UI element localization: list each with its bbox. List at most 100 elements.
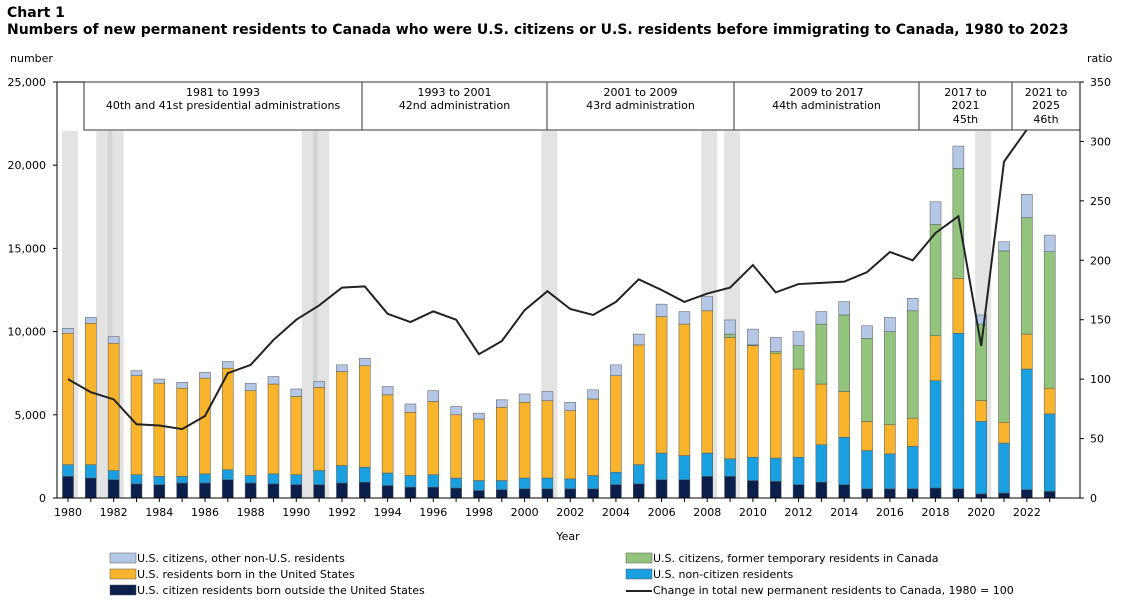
right-tick-label-5: 250	[1090, 195, 1111, 208]
bar-2002-series-0	[564, 488, 577, 499]
bar-2023-series-0	[1043, 491, 1056, 499]
bar-2015-series-1	[861, 450, 873, 490]
bar-1986-series-0	[199, 482, 211, 499]
bar-2021-series-1	[998, 442, 1010, 494]
bar-1996-series-4	[427, 390, 440, 402]
bar-2014-series-4	[838, 301, 850, 316]
bar-1989-series-1	[267, 473, 280, 485]
bar-2022-series-2	[1021, 333, 1033, 370]
bar-1986-series-2	[199, 377, 211, 475]
bar-1997-series-2	[450, 414, 462, 479]
bar-2000-series-0	[518, 488, 531, 499]
bar-2008-series-0	[701, 476, 713, 499]
bar-2003-series-4	[587, 389, 599, 400]
right-tick-label-3: 150	[1090, 314, 1111, 327]
bar-1991-series-0	[313, 484, 325, 499]
bar-2023-series-1	[1043, 413, 1056, 492]
bar-1988-series-0	[244, 482, 257, 499]
bar-2006-series-4	[655, 303, 668, 317]
era-period-3: 2009 to 2017	[789, 86, 863, 99]
bar-2016-series-3	[884, 331, 896, 426]
bar-1995-series-2	[404, 412, 417, 476]
legend: U.S. citizens, other non-U.S. residents U…	[109, 552, 1014, 597]
x-tick-label-1996: 1996	[419, 506, 447, 519]
right-tick-label-4: 200	[1090, 254, 1111, 267]
bar-2005-series-4	[633, 333, 645, 346]
left-tick-label-5: 25,000	[8, 76, 47, 89]
bar-1993-series-4	[359, 357, 371, 366]
bar-2017-series-3	[906, 310, 919, 419]
bar-1985-series-2	[176, 387, 188, 477]
bar-1993-series-0	[359, 481, 371, 499]
bar-1980-series-4	[62, 328, 74, 334]
bar-2019-series-3	[952, 168, 965, 279]
x-tick-label-2006: 2006	[648, 506, 676, 519]
bar-2009-series-1	[724, 458, 736, 477]
left-axis-title: number	[10, 52, 53, 65]
bar-2000-series-2	[518, 402, 531, 479]
bar-2010-series-4	[747, 328, 759, 346]
bar-2011-series-0	[769, 481, 782, 499]
bar-1999-series-2	[496, 407, 508, 481]
legend-label-series-2: U.S. residents born in the United States	[137, 568, 355, 581]
bar-1986-series-1	[199, 473, 211, 484]
bar-1983-series-0	[130, 483, 143, 499]
bar-2014-series-0	[838, 484, 850, 499]
bar-1991-series-1	[313, 470, 325, 485]
x-tick-label-1992: 1992	[328, 506, 356, 519]
bar-1998-series-1	[473, 480, 485, 491]
bar-1986-series-4	[199, 372, 211, 379]
legend-swatch-series-0	[109, 584, 137, 596]
bar-2007-series-0	[678, 479, 691, 499]
bar-2020-series-3	[975, 323, 987, 401]
bar-2014-series-3	[838, 314, 850, 392]
bar-2016-series-4	[884, 317, 896, 332]
x-tick-label-2004: 2004	[602, 506, 630, 519]
bar-1982-series-0	[107, 479, 120, 499]
bar-1987-series-2	[222, 367, 234, 470]
bar-2000-series-4	[518, 393, 531, 403]
x-tick-label-1994: 1994	[374, 506, 402, 519]
era-label-0: 40th and 41st presidential administratio…	[106, 99, 341, 112]
bar-2022-series-1	[1021, 368, 1033, 490]
bar-1995-series-0	[404, 486, 417, 499]
bar-2001-series-2	[541, 400, 554, 479]
bar-1994-series-4	[381, 386, 394, 396]
bar-2019-series-4	[952, 145, 965, 169]
bar-2010-series-0	[747, 480, 759, 499]
bar-1984-series-4	[153, 378, 166, 384]
era-box-5	[1011, 81, 1081, 131]
bar-2012-series-2	[792, 368, 805, 458]
bar-1981-series-1	[85, 464, 97, 479]
bar-1994-series-1	[381, 472, 394, 486]
x-tick-label-1980: 1980	[54, 506, 82, 519]
bar-1999-series-1	[496, 480, 508, 490]
x-tick-label-2002: 2002	[556, 506, 584, 519]
bar-1995-series-1	[404, 475, 417, 488]
axes: 0 5,000 10,000 15,000 20,000 25,000 0 50 100 150 2…	[8, 52, 1113, 543]
bar-1983-series-4	[130, 370, 143, 376]
bar-2018-series-0	[929, 487, 942, 499]
bar-2021-series-2	[998, 422, 1010, 444]
bar-2018-series-2	[929, 335, 942, 381]
bar-1990-series-4	[290, 388, 303, 397]
bar-1994-series-0	[381, 485, 394, 499]
bar-2009-series-4	[724, 319, 736, 335]
bar-1993-series-1	[359, 466, 371, 483]
bar-2005-series-0	[633, 483, 645, 499]
bar-2009-series-0	[724, 476, 736, 499]
bar-2020-series-1	[975, 421, 987, 495]
bar-1982-series-4	[107, 336, 120, 344]
bar-2011-series-2	[769, 352, 782, 459]
bar-2007-series-2	[678, 323, 691, 456]
era-box-0	[83, 81, 363, 131]
bar-2017-series-1	[906, 446, 919, 490]
era-box-1	[361, 81, 548, 131]
bar-1990-series-2	[290, 396, 303, 475]
bar-1992-series-0	[336, 482, 348, 499]
x-tick-label-1988: 1988	[237, 506, 265, 519]
bar-1989-series-4	[267, 376, 280, 385]
bar-2009-series-2	[724, 337, 736, 460]
